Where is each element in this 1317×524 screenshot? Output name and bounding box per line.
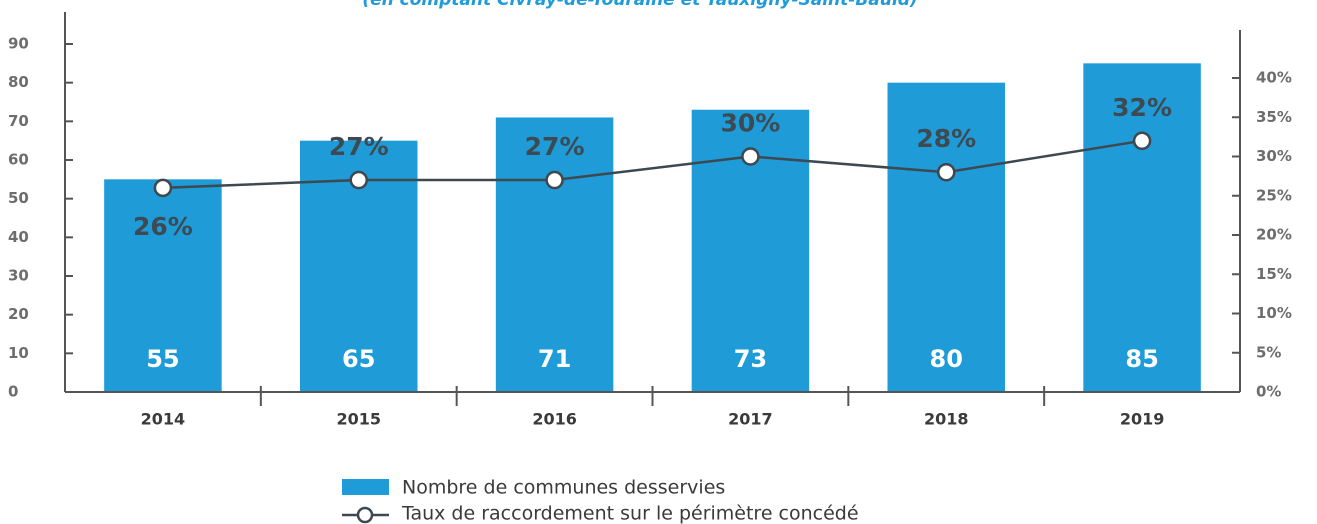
line-marker [741,147,760,166]
line-value-label: 27% [329,132,389,161]
y-tick-label: 50 [8,189,29,207]
y-tick-label: 70 [8,112,29,130]
y2-tick-label: 25% [1256,186,1292,204]
line-marker [153,178,173,198]
x-tick-label: 2015 [336,410,381,429]
y2-tick-label: 5% [1256,343,1281,361]
x-tick-label: 2016 [532,410,577,429]
line-marker [545,170,564,190]
y2-tick-label: 40% [1256,69,1292,87]
bar-value-label: 71 [538,345,571,373]
line-marker [1132,131,1152,151]
legend-marker [356,506,374,524]
y-tick-label: 80 [8,73,29,91]
chart-title: (en comptant Civray-de-Touraine et Tauxi… [362,0,917,10]
x-tick-label: 2019 [1120,410,1165,429]
y-tick-label: 60 [8,151,29,169]
line-value-label: 30% [720,109,780,138]
y2-tick-label: 15% [1256,265,1292,283]
line-value-label: 32% [1112,93,1172,122]
x-tick-label: 2017 [728,410,773,429]
y-tick-label: 0 [8,383,18,401]
legend-label: Nombre de communes desservies [402,477,725,499]
line-value-label: 28% [916,124,976,153]
line-marker [349,170,368,190]
legend-swatch [342,479,389,495]
x-tick-label: 2014 [141,410,186,429]
bar [1083,63,1201,392]
bar-value-label: 80 [930,345,963,373]
y-tick-label: 40 [8,228,29,246]
line-marker [937,162,956,182]
bar-value-label: 65 [342,345,375,373]
bar [887,82,1005,393]
y2-tick-label: 30% [1256,147,1292,165]
bar-value-label: 85 [1125,345,1158,373]
y-tick-label: 20 [8,305,29,323]
y2-tick-label: 10% [1256,304,1292,322]
y2-tick-label: 35% [1256,108,1292,126]
bar-value-label: 73 [734,345,767,373]
line-value-label: 26% [133,212,193,241]
y2-tick-label: 20% [1256,226,1292,244]
bar-value-label: 55 [146,345,179,373]
y-tick-label: 30 [8,267,29,285]
legend-label: Taux de raccordement sur le périmètre co… [401,503,859,524]
bar [495,117,614,392]
y-tick-label: 90 [8,35,29,53]
line [162,139,1143,190]
x-tick-label: 2018 [924,410,969,429]
y-tick-label: 10 [8,344,29,362]
y2-tick-label: 0% [1256,383,1281,401]
line-value-label: 27% [525,132,585,161]
bar [104,179,222,392]
